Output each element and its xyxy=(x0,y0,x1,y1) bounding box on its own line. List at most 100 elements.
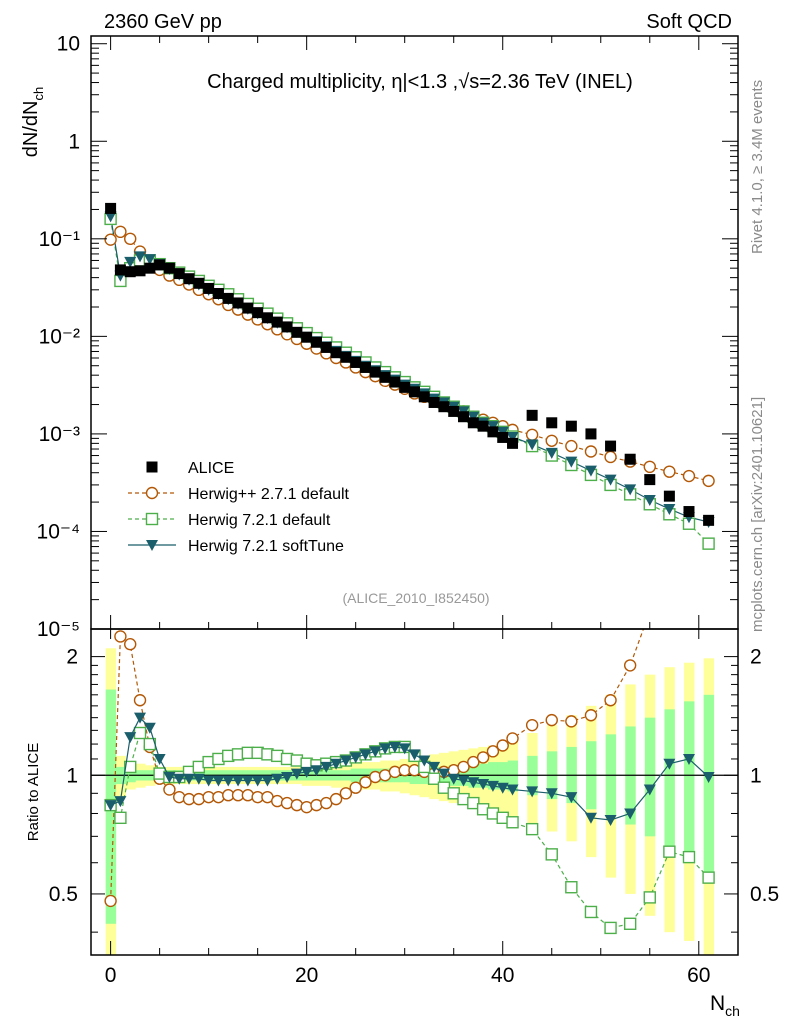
ratio-series-0-point xyxy=(565,715,578,728)
main-series-0-point xyxy=(320,341,332,353)
band-1-bin xyxy=(684,701,695,863)
main-series-1-point xyxy=(682,469,696,483)
band-1-bin xyxy=(644,717,656,837)
main-series-0-point xyxy=(565,420,577,432)
ratio-series-2-point xyxy=(604,815,617,827)
legend-label: Herwig 7.2.1 default xyxy=(188,512,331,529)
main-series-0-point xyxy=(526,409,538,421)
ratio-series-0-point xyxy=(114,630,127,643)
legend-label: Herwig 7.2.1 softTune xyxy=(188,538,344,555)
ratio-series-2-point xyxy=(320,761,333,773)
ratio-series-0-point xyxy=(280,796,294,810)
legend-marker xyxy=(146,540,158,551)
ratio-series-0-point xyxy=(310,798,323,812)
ratio-series-1-point xyxy=(682,850,696,864)
ratio-series-2-point xyxy=(124,732,137,744)
main-series-0-point xyxy=(477,420,489,432)
ratio-y-tick-label-right: 1 xyxy=(750,764,762,787)
header-right: Soft QCD xyxy=(646,11,732,33)
ratio-series-2-point xyxy=(457,775,470,787)
ratio-series-2-point xyxy=(526,786,539,798)
ratio-series-2-point xyxy=(114,796,127,808)
ratio-series-1-point xyxy=(114,811,127,825)
x-tick-label: 60 xyxy=(687,964,710,987)
chart-title: Charged multiplicity, η|<1.3 ,√s=2.36 Te… xyxy=(207,71,633,93)
legend: ALICE Herwig++ 2.7.1 default Herwig 7.2.1 … xyxy=(128,460,350,555)
ratio-series-2-point xyxy=(506,784,519,796)
ratio-series-1-point xyxy=(525,822,539,836)
main-series-0-point xyxy=(438,401,450,413)
ratio-series-2-point xyxy=(349,752,362,764)
main-series-0-point xyxy=(379,371,391,383)
ratio-series-2-point xyxy=(447,773,460,785)
main-series-0-point xyxy=(399,381,411,393)
ratio-series-2-point xyxy=(359,749,372,761)
ratio-series-0-point xyxy=(271,794,284,808)
main-series-0-point xyxy=(281,321,293,333)
ratio-series-0-point xyxy=(457,760,470,774)
main-series-0-point xyxy=(212,288,224,300)
ratio-series-0-point xyxy=(290,798,304,812)
main-y-tick-label: 10⁻² xyxy=(39,325,80,348)
ratio-series-2-point xyxy=(241,775,254,787)
ratio-series-2-point xyxy=(369,746,382,758)
x-axis-label-main: N xyxy=(710,992,725,1015)
ratio-series-0-point xyxy=(212,790,225,804)
analysis-tag: (ALICE_2010_I852450) xyxy=(342,590,489,606)
ratio-series-0-point xyxy=(359,776,372,789)
ratio-series-0-point xyxy=(192,792,206,806)
ratio-series-1-point xyxy=(506,816,519,829)
ratio-series-2-point xyxy=(339,755,352,767)
legend-label: Herwig++ 2.7.1 default xyxy=(188,486,350,503)
x-tick-label: 20 xyxy=(295,964,318,987)
ratio-series-2-point xyxy=(467,777,480,789)
main-series-3-point xyxy=(124,256,137,268)
legend-marker xyxy=(145,486,159,500)
main-series-3-point xyxy=(467,411,480,423)
header-left: 2360 GeV pp xyxy=(104,11,222,33)
ratio-series-0-point xyxy=(525,718,539,732)
main-series-1-point xyxy=(565,439,578,453)
main-series-0-point xyxy=(369,366,381,378)
main-series-3-point xyxy=(604,474,617,486)
ratio-series-2-point xyxy=(663,758,676,770)
ratio-frame xyxy=(90,628,739,956)
ratio-series-0-point xyxy=(476,751,490,764)
main-series-1-point xyxy=(525,428,539,441)
main-series-0-point xyxy=(232,297,244,309)
ratio-series-2-point xyxy=(104,800,117,812)
main-series-0-point xyxy=(193,277,205,289)
x-axis-label-sub: ch xyxy=(725,1003,740,1019)
main-series-1-point xyxy=(663,465,676,478)
ratio-series-0-point xyxy=(486,745,500,758)
ratio-series-2-point xyxy=(388,741,401,753)
main-series-0-point xyxy=(242,302,254,314)
ratio-series-2-point xyxy=(251,775,264,787)
main-series-0-point xyxy=(261,312,273,324)
main-series-0-point xyxy=(163,262,175,274)
main-series-3-point xyxy=(663,503,676,515)
ratio-y-tick-label: 1 xyxy=(66,764,78,787)
main-series-0-point xyxy=(222,292,234,304)
ratio-y-axis-label: Ratio to ALICE xyxy=(25,743,42,841)
ratio-series-2-point xyxy=(153,753,166,765)
ratio-series-1-point xyxy=(604,921,617,935)
main-series-3-point xyxy=(565,456,578,468)
ratio-series-2-point xyxy=(271,773,284,785)
svg-text:dN/dNch: dN/dNch xyxy=(20,87,46,157)
main-series-1-point xyxy=(643,460,656,474)
main-series-0-point xyxy=(487,426,499,438)
ratio-series-0-point xyxy=(506,732,519,745)
ratio-series-0-point xyxy=(604,694,617,707)
main-series-0-point xyxy=(291,326,303,338)
ratio-series-2-point xyxy=(202,775,215,787)
main-series-0-point xyxy=(340,351,352,363)
main-series-0-point xyxy=(458,411,470,423)
ratio-series-0-point xyxy=(300,800,313,814)
ratio-series-0-point xyxy=(133,694,147,707)
ratio-series-2-point xyxy=(300,766,313,778)
ratio-series-2-point xyxy=(281,771,294,783)
ratio-series-1-point xyxy=(702,871,715,884)
ratio-series-2-point xyxy=(173,773,186,785)
main-series-1-point xyxy=(604,450,617,464)
